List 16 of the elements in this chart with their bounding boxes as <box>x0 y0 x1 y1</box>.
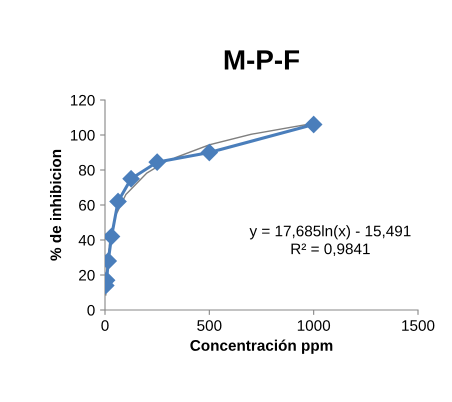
x-axis-title: Concentración ppm <box>190 340 332 354</box>
y-tick-label: 40 <box>78 234 95 246</box>
chart-title: M-P-F <box>224 50 300 70</box>
y-axis-title: % de inhibicion <box>50 150 62 261</box>
y-tick-label: 120 <box>70 94 95 106</box>
annotation: R² = 0,9841 <box>291 243 370 256</box>
x-tick-label: 1500 <box>402 320 434 331</box>
x-tick-label: 0 <box>101 320 109 331</box>
annotation: y = 17,685ln(x) - 15,491 <box>250 225 411 240</box>
y-tick-label: 20 <box>79 270 95 281</box>
y-tick-label: 100 <box>70 130 95 141</box>
y-tick-label: 0 <box>87 304 95 316</box>
x-tick-label: 500 <box>197 320 222 331</box>
x-tick-label: 1000 <box>298 320 330 331</box>
y-tick-label: 80 <box>78 164 95 176</box>
y-tick-label: 60 <box>79 200 95 211</box>
